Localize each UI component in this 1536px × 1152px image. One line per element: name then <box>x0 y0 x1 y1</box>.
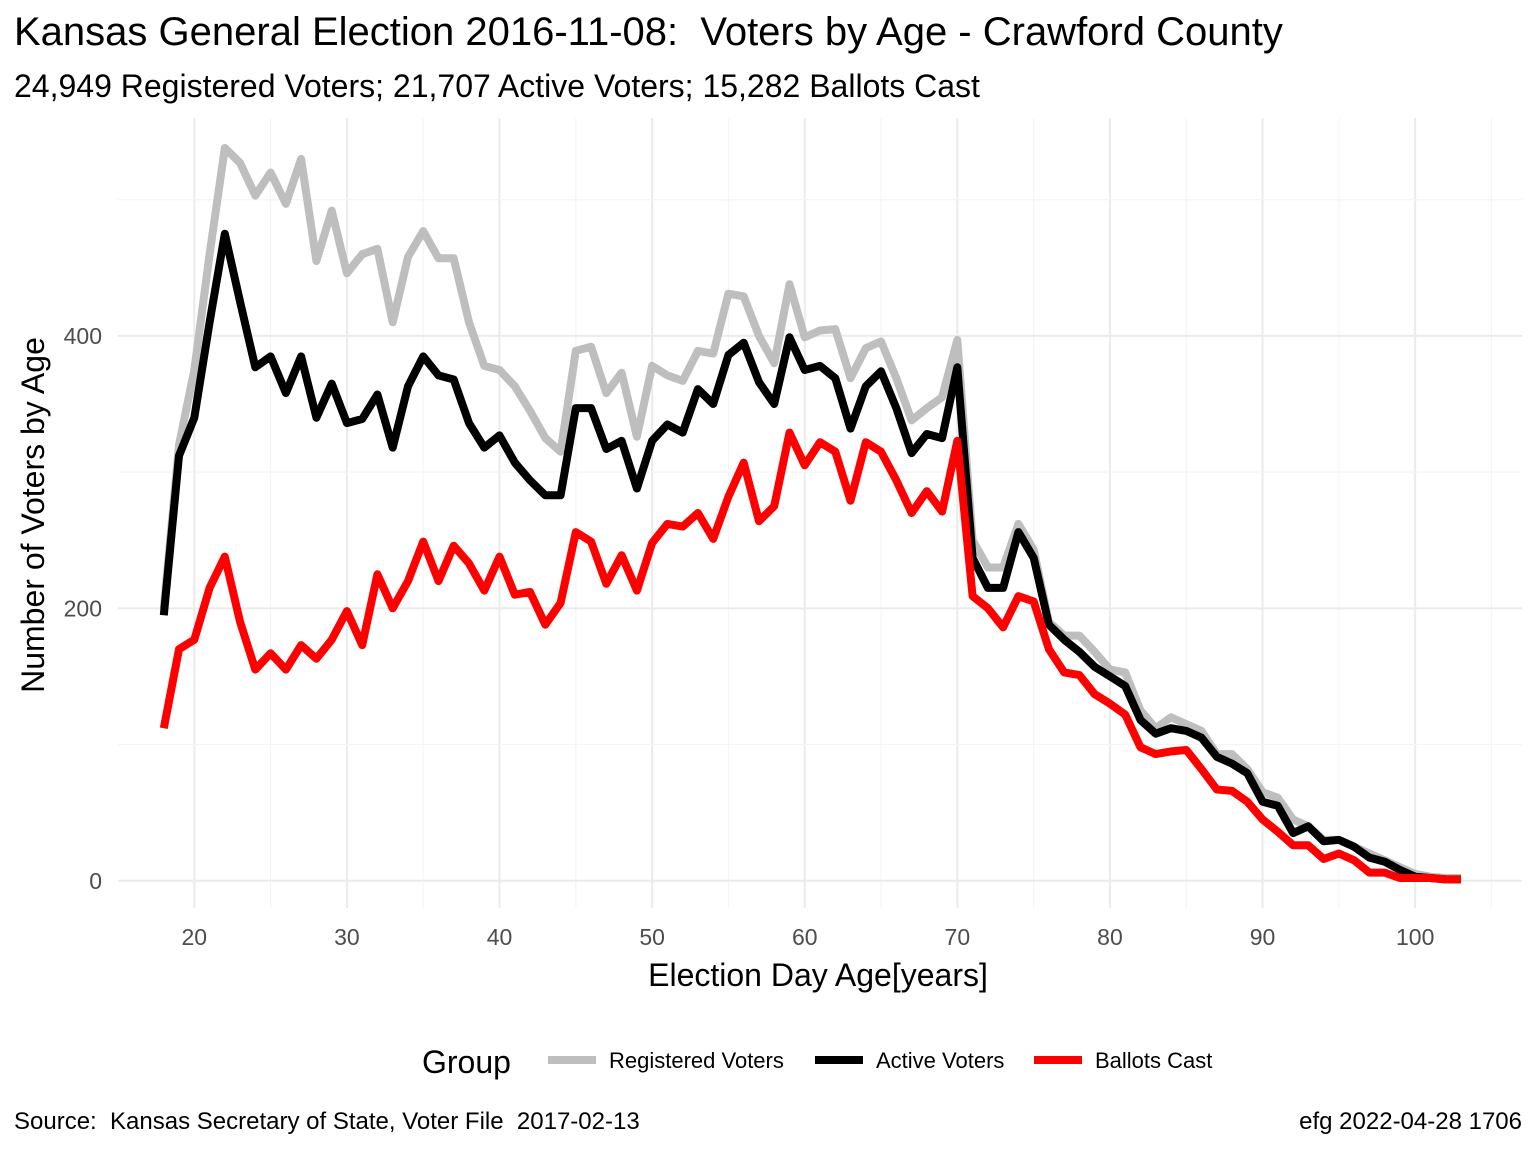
credit-caption: efg 2022-04-28 1706 <box>1299 1108 1522 1135</box>
x-tick-label: 40 <box>487 924 513 950</box>
y-tick-label: 400 <box>64 323 102 349</box>
series-lines <box>159 144 1461 884</box>
x-tick-label: 60 <box>792 924 818 950</box>
y-axis-title: Number of Voters by Age <box>15 337 51 693</box>
legend-label: Ballots Cast <box>1095 1048 1212 1073</box>
series-line-ballots-cast <box>159 428 1461 884</box>
y-tick-label: 0 <box>89 868 102 894</box>
legend: Group Registered Voters Active Voters Ball… <box>422 1044 1212 1080</box>
x-tick-label: 90 <box>1250 924 1276 950</box>
x-tick-label: 70 <box>945 924 971 950</box>
y-tick-label: 200 <box>64 595 102 621</box>
x-tick-label: 80 <box>1097 924 1123 950</box>
x-axis-title: Election Day Age[years] <box>648 957 988 993</box>
series-line-active-voters <box>159 229 1461 884</box>
x-tick-label: 30 <box>334 924 360 950</box>
legend-title: Group <box>422 1044 511 1080</box>
grid-lines <box>118 118 1522 908</box>
x-tick-label: 20 <box>182 924 208 950</box>
chart-title: Kansas General Election 2016-11-08: Vote… <box>14 10 1283 54</box>
source-caption: Source: Kansas Secretary of State, Voter… <box>14 1108 640 1135</box>
x-tick-label: 50 <box>639 924 665 950</box>
legend-label: Active Voters <box>876 1048 1004 1073</box>
series-line-registered-voters <box>159 144 1461 882</box>
axis-ticks: 20 30 40 50 60 70 80 90 100 0 200 400 <box>64 323 1435 950</box>
chart-subtitle: 24,949 Registered Voters; 21,707 Active … <box>14 68 980 104</box>
legend-label: Registered Voters <box>609 1048 784 1073</box>
x-tick-label: 100 <box>1396 924 1434 950</box>
